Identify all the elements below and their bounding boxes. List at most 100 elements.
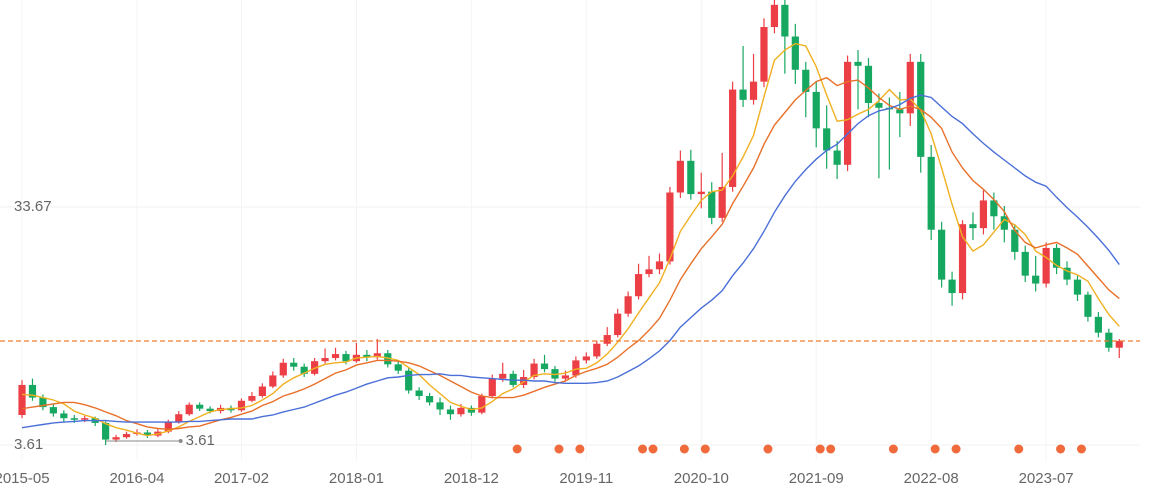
- candle-body: [823, 128, 831, 151]
- candle-body: [290, 362, 298, 367]
- candle-body: [572, 360, 580, 376]
- candle-body: [196, 404, 204, 409]
- candle-body: [739, 89, 747, 100]
- candle-body: [896, 109, 904, 114]
- candle-body: [1105, 332, 1113, 348]
- event-dot: [1014, 444, 1024, 454]
- candle-body: [812, 91, 820, 129]
- event-dot: [951, 444, 961, 454]
- candle-body: [436, 402, 444, 410]
- event-dot: [554, 444, 564, 454]
- min-marker-label: 3.61: [186, 432, 215, 449]
- candle-body: [687, 160, 695, 195]
- candle-body: [206, 408, 214, 412]
- candle-body: [749, 81, 758, 100]
- candle-body: [948, 279, 956, 294]
- candle-body: [854, 61, 862, 66]
- candle-body: [1073, 279, 1082, 295]
- candle-body: [802, 69, 810, 92]
- candle-body: [258, 386, 266, 397]
- candle-body: [833, 150, 841, 165]
- event-dot: [1076, 444, 1086, 454]
- candle-body: [603, 335, 611, 344]
- candle-body: [467, 407, 475, 413]
- candle-body: [112, 437, 120, 440]
- candle-body: [958, 224, 967, 294]
- candle-body: [143, 432, 152, 436]
- candle-body: [300, 366, 308, 374]
- candle-body: [781, 4, 789, 37]
- min-marker-dot: [178, 439, 183, 444]
- candle-body: [269, 375, 277, 387]
- candle-body: [1000, 216, 1008, 230]
- candle-body: [331, 354, 340, 359]
- candle-body: [593, 343, 601, 357]
- candle-body: [760, 27, 768, 82]
- candle-body: [1115, 340, 1123, 348]
- x-tick-label: 2022-08: [904, 470, 959, 487]
- candle-body: [1094, 316, 1102, 333]
- candle-body: [666, 192, 674, 262]
- event-dot: [763, 444, 773, 454]
- event-dot: [512, 444, 522, 454]
- event-dot: [930, 444, 940, 454]
- candle-body: [488, 378, 496, 397]
- event-dot: [700, 444, 710, 454]
- candle-body: [237, 400, 246, 411]
- candle-body: [676, 160, 684, 193]
- x-tick-label: 2017-02: [214, 470, 269, 487]
- candle-body: [1021, 251, 1029, 276]
- candle-body: [906, 61, 914, 114]
- candle-body: [405, 370, 413, 391]
- candle-body: [697, 191, 705, 195]
- candle-body: [979, 200, 988, 229]
- event-dot: [575, 444, 585, 454]
- candle-body: [425, 396, 434, 403]
- candle-body: [927, 156, 935, 230]
- candle-body: [708, 191, 716, 218]
- x-tick-label: 2019-11: [559, 470, 613, 487]
- event-dot: [638, 444, 648, 454]
- candle-body: [342, 354, 350, 362]
- candle-body: [1084, 294, 1092, 317]
- event-dot: [888, 444, 898, 454]
- candle-body: [1052, 247, 1061, 268]
- candle-body: [81, 418, 89, 420]
- x-tick-label: 2020-10: [674, 470, 729, 487]
- candle-body: [770, 4, 779, 28]
- candle-body: [164, 422, 172, 432]
- candle-body: [60, 413, 68, 419]
- candle-body: [457, 407, 465, 415]
- candle-body: [279, 362, 287, 376]
- y-tick-label: 3.61: [14, 436, 43, 453]
- candle-body: [582, 356, 590, 361]
- candle-body: [102, 422, 110, 440]
- x-tick-label: 2023-07: [1019, 470, 1074, 487]
- candle-body: [614, 313, 622, 336]
- moving-average-line: [21, 94, 1120, 429]
- event-dot: [826, 444, 836, 454]
- candle-body: [415, 390, 423, 397]
- candle-body: [624, 296, 632, 314]
- candle-body: [499, 373, 507, 379]
- candle-body: [70, 418, 78, 420]
- candle-body: [634, 274, 643, 297]
- candle-body: [729, 89, 737, 187]
- candle-body: [175, 414, 183, 423]
- x-tick-label: 2015-05: [0, 470, 50, 487]
- y-tick-label: 33.67: [14, 198, 52, 215]
- candle-body: [645, 269, 653, 275]
- candle-body: [843, 61, 852, 165]
- candle-body: [938, 229, 946, 280]
- candle-body: [321, 358, 329, 362]
- candle-body: [1011, 229, 1019, 252]
- candle-body: [969, 224, 977, 229]
- candle-body: [561, 375, 570, 379]
- x-tick-label: 2018-01: [329, 470, 384, 487]
- candle-body: [1042, 247, 1050, 284]
- event-dot: [679, 444, 689, 454]
- candle-body: [49, 407, 57, 414]
- candle-body: [248, 396, 256, 401]
- candle-body: [18, 384, 26, 416]
- candle-body: [122, 434, 131, 438]
